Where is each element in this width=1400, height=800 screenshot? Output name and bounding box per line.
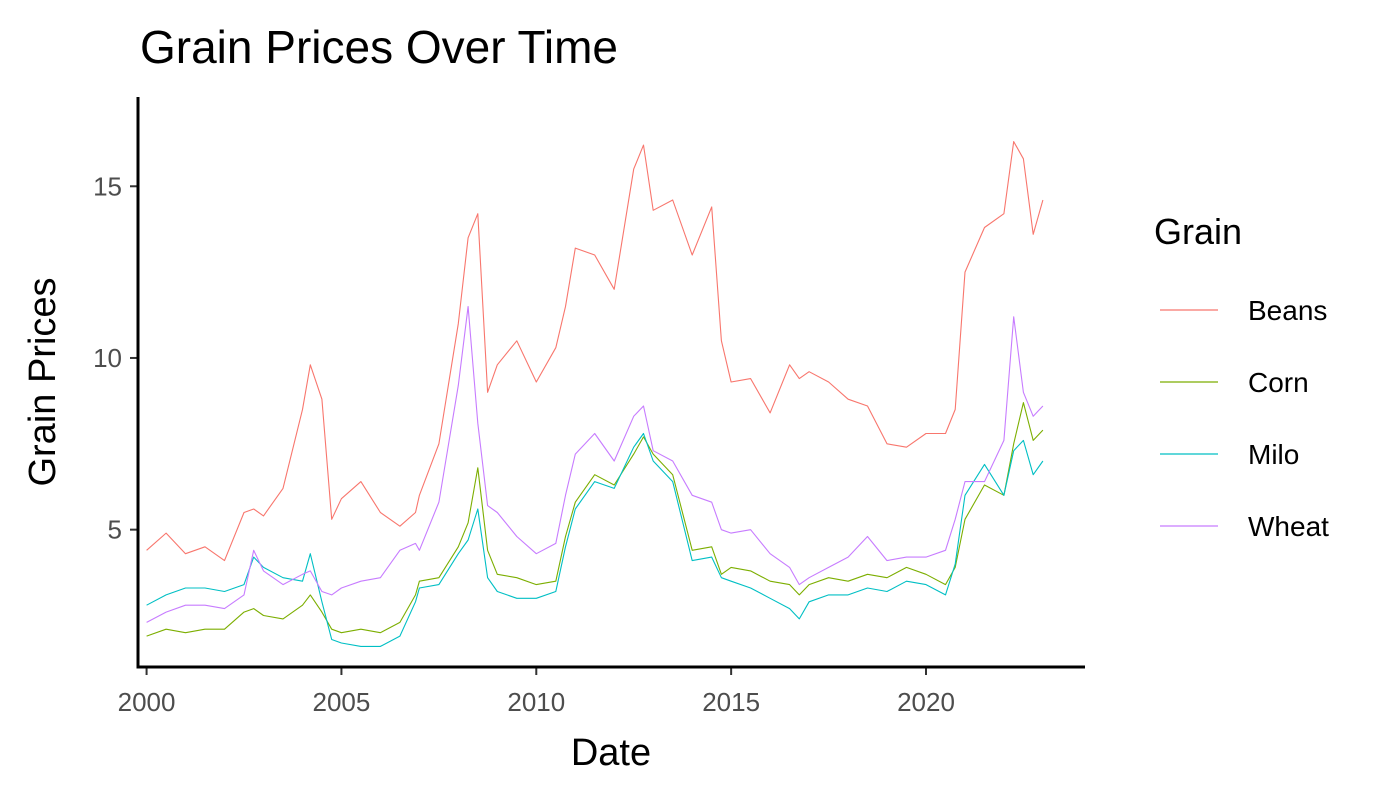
- x-axis-ticks: 2000 2005 2010 2015 2020: [118, 667, 955, 717]
- y-tick-label: 5: [108, 515, 122, 545]
- legend: Grain Beans Corn Milo Wheat: [1154, 211, 1329, 542]
- x-tick-label: 2020: [897, 687, 955, 717]
- plot-series: [146, 141, 1044, 647]
- series-line-corn: [146, 402, 1044, 637]
- legend-label-milo: Milo: [1248, 439, 1299, 470]
- y-axis-ticks: 5 10 15: [93, 171, 138, 545]
- x-tick-label: 2000: [118, 687, 176, 717]
- y-tick-label: 15: [93, 171, 122, 201]
- x-tick-label: 2015: [702, 687, 760, 717]
- series-line-beans: [146, 141, 1044, 562]
- series-line-wheat: [146, 305, 1044, 623]
- x-tick-label: 2005: [313, 687, 371, 717]
- legend-label-beans: Beans: [1248, 295, 1327, 326]
- series-line-milo: [146, 432, 1044, 647]
- legend-label-corn: Corn: [1248, 367, 1309, 398]
- chart-title: Grain Prices Over Time: [140, 21, 618, 73]
- legend-label-wheat: Wheat: [1248, 511, 1329, 542]
- y-tick-label: 10: [93, 343, 122, 373]
- x-tick-label: 2010: [507, 687, 565, 717]
- x-axis-title: Date: [571, 732, 651, 774]
- y-axis-title: Grain Prices: [22, 277, 64, 486]
- legend-title: Grain: [1154, 211, 1242, 252]
